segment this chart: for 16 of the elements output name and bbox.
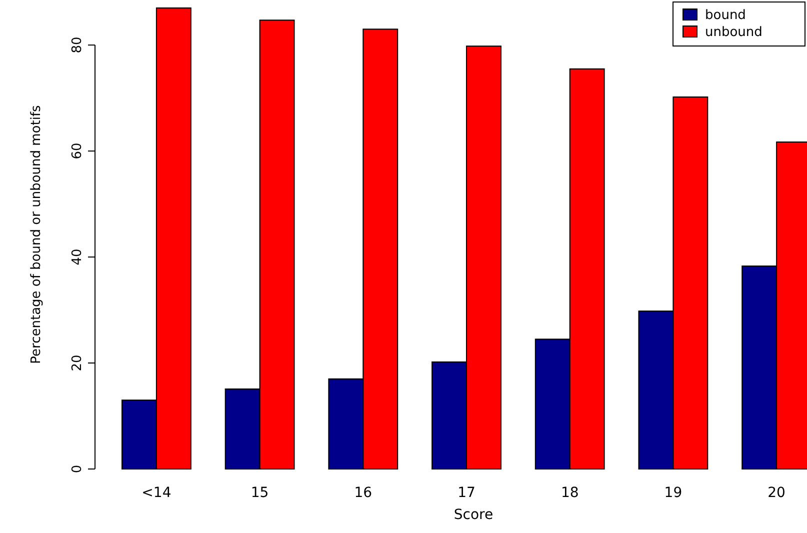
x-tick-label: 18 [560, 484, 579, 501]
x-axis-title: Score [454, 507, 494, 523]
x-tick-label: 15 [250, 484, 269, 501]
x-tick-label: 19 [664, 484, 682, 501]
y-axis-title: Percentage of bound or unbound motifs [29, 104, 44, 364]
x-tick-label: <14 [142, 484, 172, 501]
x-tick-label: 20 [768, 484, 786, 501]
y-tick-label: 80 [70, 36, 85, 54]
y-tick-label: 40 [70, 248, 85, 266]
legend-label: unbound [705, 25, 762, 40]
y-tick-label: 20 [70, 354, 85, 372]
legend-label: bound [705, 8, 746, 23]
y-tick-label: 60 [70, 142, 85, 160]
x-tick-label: 17 [458, 484, 476, 501]
y-tick-label: 0 [70, 464, 85, 474]
x-tick-label: 16 [354, 484, 372, 501]
